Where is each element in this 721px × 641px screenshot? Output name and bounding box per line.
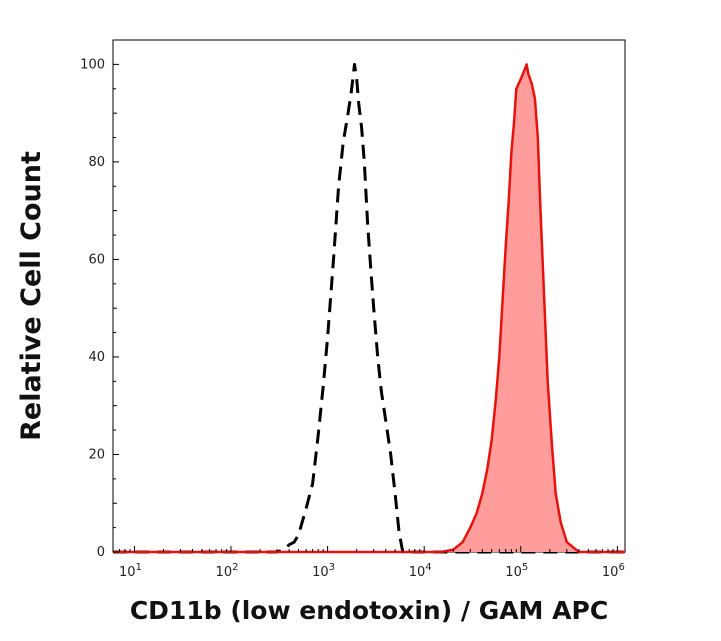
x-tick-label: 106 xyxy=(602,562,625,580)
y-tick-label: 80 xyxy=(88,155,105,170)
series-0-line xyxy=(113,62,625,554)
x-tick-label: 105 xyxy=(505,562,528,580)
y-tick-label: 0 xyxy=(97,545,105,560)
y-tick-label: 20 xyxy=(88,447,105,462)
x-tick-label: 101 xyxy=(119,562,142,580)
x-tick-label: 103 xyxy=(312,562,335,580)
x-axis-title: CD11b (low endotoxin) / GAM APC xyxy=(130,596,608,625)
axis-layer: 0 20 40 60 80 100 101 102 103 104 105 106 xyxy=(80,57,625,580)
x-tick-label: 102 xyxy=(216,562,239,580)
series-1-line xyxy=(113,63,625,554)
y-axis-title: Relative Cell Count xyxy=(16,151,47,441)
series-1-fill xyxy=(113,64,625,553)
y-tick-label: 100 xyxy=(80,57,105,72)
y-tick-label: 40 xyxy=(88,350,105,365)
x-tick-label: 104 xyxy=(409,562,432,580)
y-tick-label: 60 xyxy=(88,252,105,267)
series-layer xyxy=(113,62,625,554)
